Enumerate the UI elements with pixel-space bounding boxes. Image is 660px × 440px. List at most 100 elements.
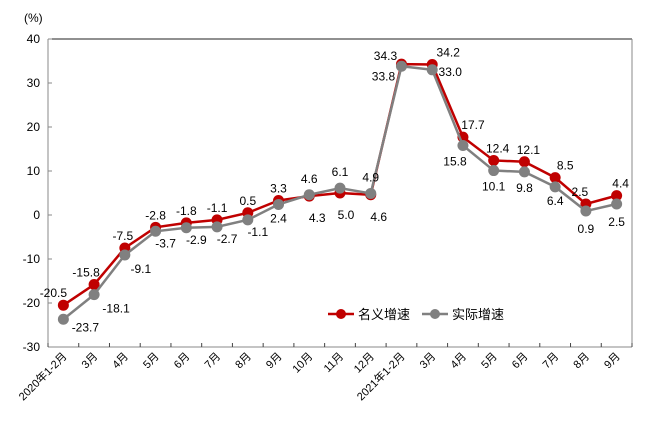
nominal-data-label: 4.3	[309, 211, 326, 225]
data-point	[57, 313, 69, 325]
data-point	[365, 187, 377, 199]
nominal-data-label: 17.7	[461, 118, 485, 132]
x-tick-label: 7月	[203, 351, 224, 372]
x-tick-label: 6月	[510, 351, 531, 372]
x-tick-label: 3月	[80, 351, 101, 372]
legend: 名义增速 实际增速	[328, 307, 504, 322]
data-point	[150, 225, 162, 237]
data-point	[549, 172, 561, 184]
data-point	[88, 279, 100, 291]
y-tick-label: 0	[33, 208, 40, 222]
real-data-label: -1.1	[247, 225, 268, 239]
y-axis: 40 30 20 10 0 -10 -20 -30	[23, 32, 52, 354]
nominal-data-label: 12.4	[486, 141, 510, 155]
nominal-data-label: 4.6	[370, 210, 387, 224]
real-data-label: 15.8	[443, 154, 467, 168]
data-point	[211, 221, 223, 233]
real-data-label: 9.8	[516, 181, 533, 195]
nominal-data-label: 12.1	[517, 143, 541, 157]
data-point	[611, 198, 623, 210]
real-data-label: -2.9	[186, 233, 207, 247]
data-point	[303, 189, 315, 201]
nominal-data-label: 34.2	[437, 46, 461, 60]
legend-item: 名义增速	[328, 307, 410, 322]
data-point	[273, 198, 285, 210]
real-data-label: -2.7	[217, 232, 238, 246]
data-point	[180, 222, 192, 234]
data-point	[395, 60, 407, 72]
y-tick-label: -30	[23, 340, 41, 354]
legend-marker-icon	[336, 309, 346, 319]
data-point	[611, 190, 623, 202]
real-data-label: -3.7	[155, 236, 176, 250]
real-data-label: -23.7	[72, 320, 100, 334]
y-tick-label: -20	[23, 296, 41, 310]
data-labels: -20.5 -15.8 -7.5 -2.8 -1.8 -1.1 0.5 3.3 4.3 5.0 4.…	[40, 46, 630, 335]
nominal-data-label: 4.4	[612, 177, 629, 191]
legend-item: 实际增速	[422, 307, 504, 322]
nominal-data-label: 2.5	[572, 185, 589, 199]
x-tick-label: 4月	[110, 351, 131, 372]
series-lines	[57, 58, 623, 325]
legend-label: 实际增速	[452, 307, 504, 322]
data-point	[488, 154, 500, 166]
nominal-data-label: -20.5	[40, 286, 68, 300]
nominal-data-label: 5.0	[338, 208, 355, 222]
real-data-label: 2.4	[270, 211, 287, 225]
x-tick-label: 11月	[322, 351, 346, 375]
x-tick-label: 2020年1-2月	[15, 349, 69, 403]
x-tick-label: 12月	[352, 351, 377, 376]
nominal-data-label: 8.5	[557, 159, 574, 173]
data-point	[580, 205, 592, 217]
x-tick-label: 5月	[141, 351, 162, 372]
real-data-label: 4.9	[362, 170, 379, 184]
x-tick-label: 5月	[479, 351, 500, 372]
x-tick-label: 3月	[418, 351, 439, 372]
real-data-label: 4.6	[301, 172, 318, 186]
plot-frame	[47, 38, 633, 348]
real-data-label: 0.9	[578, 222, 595, 236]
y-tick-label: 30	[27, 76, 41, 90]
data-point	[88, 289, 100, 301]
x-tick-label: 6月	[172, 351, 193, 372]
real-data-label: 33.8	[372, 69, 396, 83]
real-data-label: 2.5	[608, 215, 625, 229]
y-tick-label: 20	[27, 120, 41, 134]
y-tick-label: 10	[27, 164, 41, 178]
x-tick-label: 8月	[571, 351, 592, 372]
x-tick-label: 9月	[264, 351, 285, 372]
x-tick-label: 9月	[602, 351, 623, 372]
y-tick-label: 40	[27, 32, 41, 46]
nominal-data-label: -1.8	[176, 204, 197, 218]
data-point	[242, 214, 254, 226]
nominal-data-label: -7.5	[112, 229, 133, 243]
legend-marker-icon	[430, 309, 440, 319]
real-data-label: 10.1	[482, 180, 506, 194]
data-point	[119, 249, 131, 261]
x-axis: 2020年1-2月 3月 4月 5月 6月 7月 8月 9月 10月 11月 12月2021年1-2…	[15, 343, 633, 403]
real-data-label: 33.0	[439, 65, 463, 79]
real-data-label: -18.1	[102, 302, 130, 316]
data-point	[518, 166, 530, 178]
data-point	[334, 182, 346, 194]
nominal-data-label: -2.8	[145, 208, 166, 222]
data-point	[488, 165, 500, 177]
real-data-label: -9.1	[130, 262, 151, 276]
nominal-data-label: -15.8	[72, 266, 100, 280]
nominal-data-label: 0.5	[239, 194, 256, 208]
x-tick-label: 10月	[290, 351, 315, 376]
x-tick-label: 7月	[541, 351, 562, 372]
y-tick-label: -10	[23, 252, 41, 266]
x-tick-label: 8月	[233, 351, 254, 372]
nominal-data-label: 34.3	[374, 49, 398, 63]
y-unit-label: (%)	[24, 11, 43, 25]
data-point	[426, 64, 438, 76]
real-data-label: 6.4	[547, 194, 564, 208]
data-point	[57, 299, 69, 311]
data-point	[549, 181, 561, 193]
data-point	[457, 139, 469, 151]
x-tick-label: 4月	[448, 351, 469, 372]
real-data-label: 6.1	[332, 165, 349, 179]
nominal-data-label: -1.1	[207, 201, 228, 215]
